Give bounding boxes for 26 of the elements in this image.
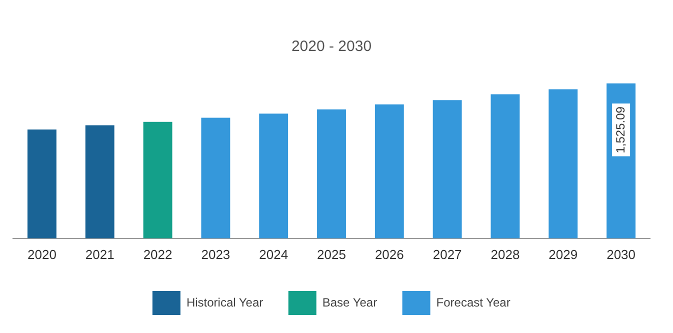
x-tick-label: 2026 — [374, 246, 404, 262]
x-tick-label: 2027 — [432, 246, 462, 262]
bar — [201, 118, 230, 238]
x-tick-label: 2029 — [548, 246, 578, 262]
bar — [490, 94, 520, 238]
bar — [259, 114, 288, 238]
x-tick-label: 2020 — [27, 246, 56, 262]
legend-label: Forecast Year — [436, 295, 510, 310]
legend-label: Base Year — [322, 295, 378, 310]
bar — [548, 89, 578, 238]
x-tick-label: 2022 — [143, 246, 172, 262]
x-tick-label: 2024 — [259, 246, 288, 262]
x-tick-label: 2021 — [85, 246, 114, 262]
x-tick-label: 2025 — [317, 246, 346, 262]
x-tick-label: 2028 — [490, 246, 520, 262]
legend-label: Historical Year — [186, 295, 264, 310]
x-tick-label: 2030 — [606, 246, 636, 262]
bar — [143, 122, 172, 238]
chart-title: 2020 - 2030 — [291, 38, 372, 56]
bar — [317, 109, 346, 238]
bar — [374, 104, 404, 238]
data-label: 1,525.09 — [613, 106, 628, 154]
bar — [85, 125, 114, 238]
bar — [27, 129, 56, 238]
bar — [432, 100, 462, 238]
x-tick-label: 2023 — [201, 246, 230, 262]
